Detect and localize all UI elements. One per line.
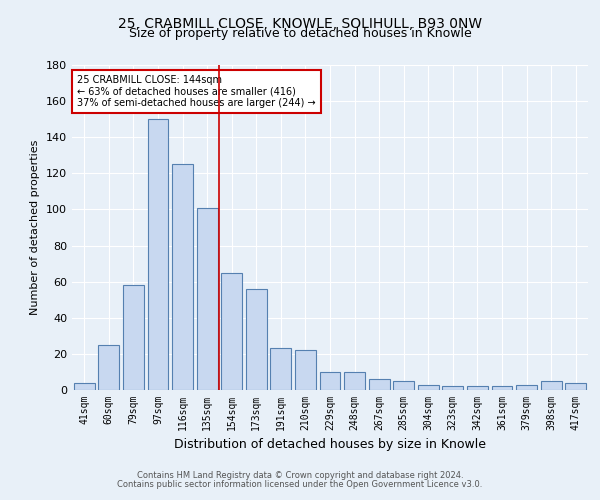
Bar <box>295 350 316 390</box>
Bar <box>467 386 488 390</box>
Bar <box>541 381 562 390</box>
Bar <box>221 272 242 390</box>
Bar <box>368 379 389 390</box>
Text: 25 CRABMILL CLOSE: 144sqm
← 63% of detached houses are smaller (416)
37% of semi: 25 CRABMILL CLOSE: 144sqm ← 63% of detac… <box>77 74 316 108</box>
Bar <box>442 386 463 390</box>
Bar <box>393 381 414 390</box>
Bar <box>516 384 537 390</box>
Bar <box>197 208 218 390</box>
Bar <box>172 164 193 390</box>
Bar <box>418 384 439 390</box>
Bar <box>98 345 119 390</box>
Bar <box>74 383 95 390</box>
Text: Contains public sector information licensed under the Open Government Licence v3: Contains public sector information licen… <box>118 480 482 489</box>
Text: Contains HM Land Registry data © Crown copyright and database right 2024.: Contains HM Land Registry data © Crown c… <box>137 471 463 480</box>
Bar <box>148 119 169 390</box>
Bar <box>271 348 292 390</box>
Bar <box>491 386 512 390</box>
Bar <box>123 286 144 390</box>
Bar <box>344 372 365 390</box>
X-axis label: Distribution of detached houses by size in Knowle: Distribution of detached houses by size … <box>174 438 486 452</box>
Y-axis label: Number of detached properties: Number of detached properties <box>31 140 40 315</box>
Text: Size of property relative to detached houses in Knowle: Size of property relative to detached ho… <box>128 28 472 40</box>
Bar <box>565 383 586 390</box>
Text: 25, CRABMILL CLOSE, KNOWLE, SOLIHULL, B93 0NW: 25, CRABMILL CLOSE, KNOWLE, SOLIHULL, B9… <box>118 18 482 32</box>
Bar <box>320 372 340 390</box>
Bar <box>246 289 267 390</box>
